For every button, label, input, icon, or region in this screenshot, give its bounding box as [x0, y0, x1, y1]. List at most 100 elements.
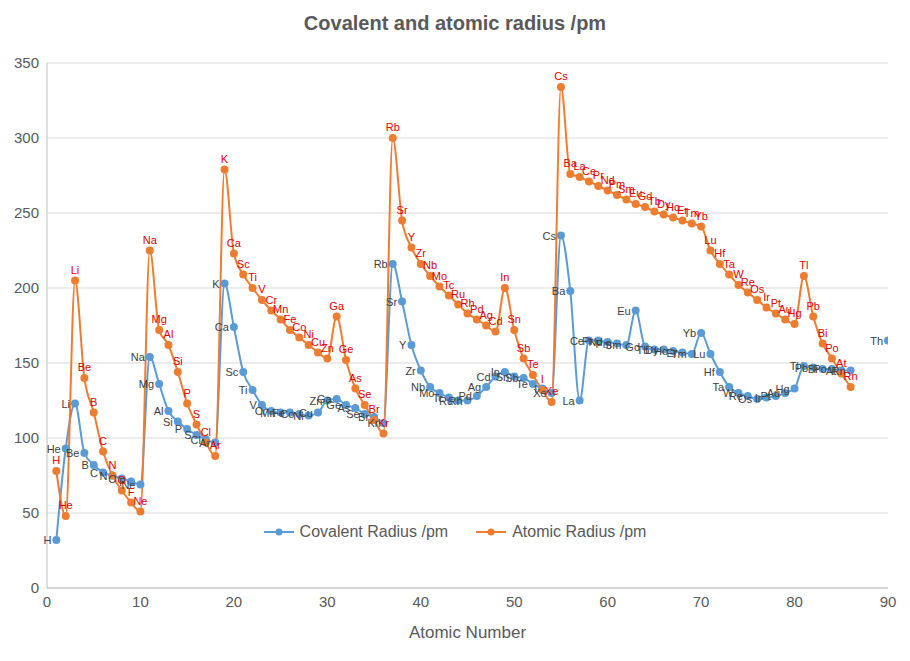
svg-text:50: 50	[22, 504, 39, 521]
svg-text:Zr: Zr	[416, 247, 427, 259]
svg-text:Xe: Xe	[545, 385, 558, 397]
svg-text:30: 30	[319, 593, 336, 610]
svg-text:Ir: Ir	[763, 291, 770, 303]
svg-text:N: N	[99, 470, 107, 482]
svg-text:Te: Te	[527, 358, 539, 370]
svg-text:Se: Se	[358, 388, 371, 400]
svg-text:90: 90	[880, 593, 897, 610]
svg-text:O: O	[108, 473, 117, 485]
svg-text:Sr: Sr	[397, 204, 408, 216]
svg-text:Cd: Cd	[489, 315, 503, 327]
svg-text:Rb: Rb	[374, 258, 388, 270]
svg-text:H: H	[52, 454, 60, 466]
svg-text:Pb: Pb	[795, 362, 808, 374]
svg-text:Ca: Ca	[227, 237, 242, 249]
svg-text:Pb: Pb	[807, 300, 820, 312]
svg-text:Cs: Cs	[542, 230, 556, 242]
svg-text:B: B	[81, 459, 88, 471]
svg-text:At: At	[836, 357, 846, 369]
svg-text:Be: Be	[78, 361, 91, 373]
svg-text:Th: Th	[870, 335, 883, 347]
svg-text:Ne: Ne	[133, 495, 147, 507]
svg-text:Si: Si	[173, 355, 183, 367]
svg-text:Ba: Ba	[552, 285, 566, 297]
svg-text:He: He	[59, 499, 73, 511]
svg-text:La: La	[562, 395, 575, 407]
svg-text:Li: Li	[61, 398, 70, 410]
svg-text:Mg: Mg	[139, 378, 154, 390]
svg-text:Y: Y	[399, 339, 407, 351]
svg-text:Zn: Zn	[321, 342, 334, 354]
svg-text:Rb: Rb	[386, 121, 400, 133]
svg-text:Lu: Lu	[693, 348, 705, 360]
svg-text:K: K	[221, 153, 229, 165]
svg-text:Cu: Cu	[299, 407, 313, 419]
svg-text:Y: Y	[408, 231, 416, 243]
svg-text:Yb: Yb	[694, 210, 707, 222]
svg-text:Ga: Ga	[329, 300, 345, 312]
svg-text:70: 70	[693, 593, 710, 610]
svg-text:Cl: Cl	[201, 426, 211, 438]
svg-text:N: N	[108, 459, 116, 471]
svg-text:Ca: Ca	[215, 321, 230, 333]
svg-text:B: B	[90, 396, 97, 408]
svg-text:S: S	[193, 408, 200, 420]
svg-text:Sc: Sc	[225, 366, 238, 378]
svg-text:Co: Co	[280, 408, 294, 420]
svg-text:Yb: Yb	[683, 327, 696, 339]
svg-text:0: 0	[43, 593, 51, 610]
svg-text:Cs: Cs	[554, 70, 568, 82]
svg-text:150: 150	[14, 354, 39, 371]
svg-text:Lu: Lu	[704, 234, 716, 246]
svg-text:Sm: Sm	[605, 339, 622, 351]
svg-text:10: 10	[132, 593, 149, 610]
svg-text:Ti: Ti	[248, 271, 257, 283]
svg-text:Sn: Sn	[507, 313, 520, 325]
svg-text:20: 20	[226, 593, 243, 610]
svg-text:250: 250	[14, 204, 39, 221]
svg-text:Rn: Rn	[844, 370, 858, 382]
svg-text:Na: Na	[143, 234, 158, 246]
svg-text:Cd: Cd	[476, 371, 490, 383]
svg-text:Al: Al	[154, 405, 164, 417]
svg-text:60: 60	[599, 593, 616, 610]
svg-text:C: C	[99, 435, 107, 447]
svg-text:Mg: Mg	[151, 313, 166, 325]
svg-text:Tl: Tl	[799, 259, 808, 271]
svg-text:Al: Al	[164, 328, 174, 340]
svg-text:Bi: Bi	[818, 327, 828, 339]
svg-text:Atomic Number: Atomic Number	[409, 623, 526, 642]
svg-text:Os: Os	[738, 393, 753, 405]
svg-text:Tm: Tm	[671, 348, 687, 360]
svg-text:Si: Si	[163, 416, 173, 428]
svg-text:200: 200	[14, 279, 39, 296]
svg-text:P: P	[183, 387, 190, 399]
svg-text:C: C	[90, 467, 98, 479]
svg-text:In: In	[500, 271, 509, 283]
svg-text:0: 0	[31, 579, 39, 596]
svg-text:K: K	[212, 278, 220, 290]
svg-text:Ar: Ar	[210, 439, 221, 451]
svg-text:H: H	[43, 534, 51, 546]
svg-text:Br: Br	[369, 403, 380, 415]
svg-text:Ag: Ag	[468, 381, 481, 393]
svg-text:Zr: Zr	[405, 365, 416, 377]
svg-text:300: 300	[14, 129, 39, 146]
svg-text:He: He	[47, 443, 61, 455]
svg-text:P: P	[175, 423, 182, 435]
svg-text:O: O	[117, 474, 126, 486]
svg-text:100: 100	[14, 429, 39, 446]
svg-text:Kr: Kr	[378, 417, 389, 429]
svg-text:Te: Te	[516, 378, 528, 390]
svg-text:Li: Li	[71, 264, 80, 276]
svg-text:50: 50	[506, 593, 523, 610]
svg-text:Hf: Hf	[704, 366, 716, 378]
svg-text:I: I	[541, 373, 544, 385]
svg-text:350: 350	[14, 54, 39, 71]
svg-text:Sb: Sb	[517, 342, 530, 354]
svg-text:Hg: Hg	[788, 307, 802, 319]
svg-text:80: 80	[786, 593, 803, 610]
svg-text:Sr: Sr	[386, 296, 397, 308]
svg-text:Ti: Ti	[239, 384, 248, 396]
svg-text:Na: Na	[131, 351, 146, 363]
